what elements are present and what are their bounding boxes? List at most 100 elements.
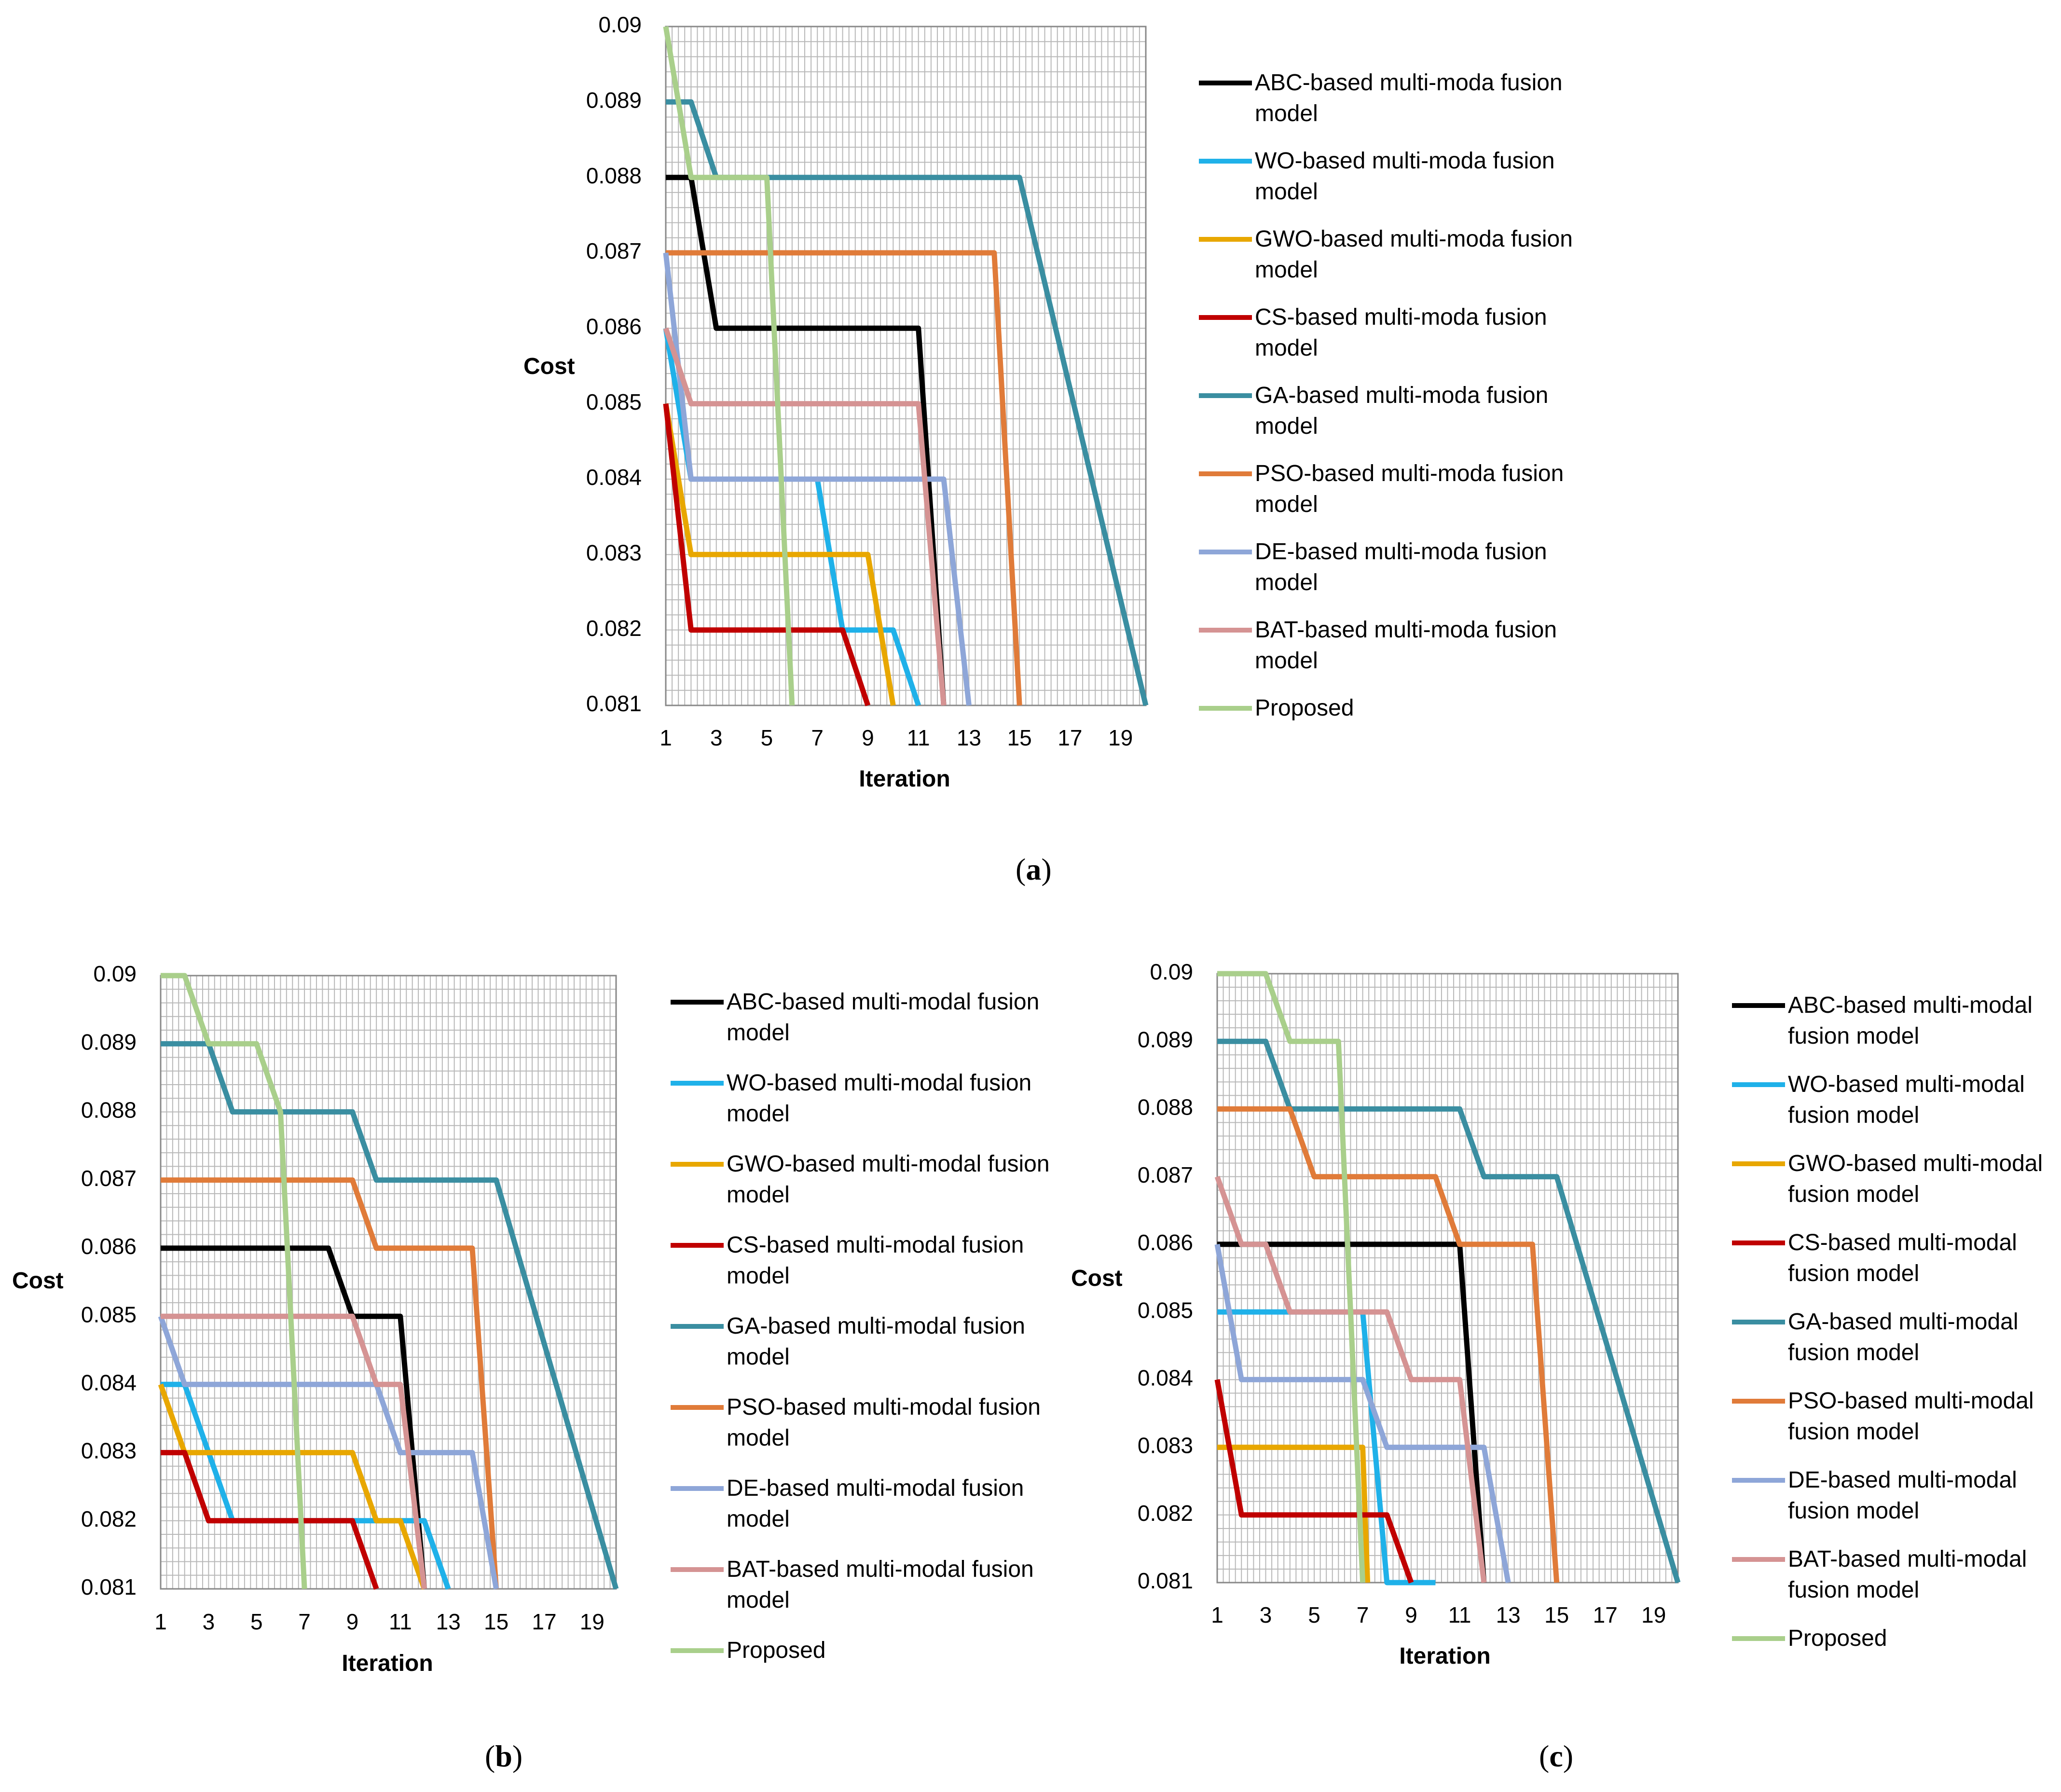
y-tick-label: 0.084 (81, 1370, 137, 1395)
plot-frame (160, 975, 617, 1590)
y-tick-label: 0.082 (586, 616, 642, 641)
legend-item-gwo: GWO-based multi-modal fusion model (671, 1149, 1055, 1211)
legend-label: PSO-based multi-modal fusion model (727, 1394, 1041, 1451)
legend-label: BAT-based multi-moda fusion model (1255, 617, 1557, 674)
chart-a-x-ticks: 1 3 5 7 9 11 13 15 17 19 (660, 725, 1133, 750)
legend-swatch (671, 1648, 724, 1653)
y-tick-label: 0.081 (1138, 1568, 1193, 1593)
legend-swatch (671, 1486, 724, 1491)
legend-label: GWO-based multi-modal fusion model (727, 1151, 1050, 1208)
x-tick-label: 1 (660, 725, 672, 750)
legend-label: WO-based multi-modal fusion model (727, 1070, 1032, 1127)
legend-item-cs: CS-based multi-modal fusion model (671, 1230, 1055, 1292)
x-tick-label: 1 (154, 1609, 167, 1634)
x-tick-label: 7 (1357, 1602, 1369, 1627)
chart-a-legend: ABC-based multi-moda fusion model WO-base… (1199, 68, 1575, 733)
chart-b-ylabel: Cost (12, 1268, 64, 1294)
legend-label: DE-based multi-moda fusion model (1255, 539, 1547, 595)
y-tick-label: 0.087 (586, 238, 642, 263)
caption-b: (b) (485, 1738, 522, 1774)
x-tick-label: 13 (957, 725, 981, 750)
legend-swatch (1199, 471, 1252, 476)
y-tick-label: 0.09 (598, 12, 642, 37)
legend-label: Proposed (1255, 695, 1354, 721)
series-line-bat (663, 327, 947, 706)
legend-item-pso: PSO-based multi-modal fusion model (671, 1392, 1055, 1454)
x-tick-label: 7 (811, 725, 824, 750)
caption-b-open: ( (485, 1739, 495, 1773)
legend-swatch (1199, 237, 1252, 242)
legend-label: ABC-based multi-moda fusion model (1255, 70, 1563, 126)
y-tick-label: 0.082 (81, 1506, 137, 1531)
y-tick-label: 0.089 (81, 1029, 137, 1054)
caption-b-close: ) (512, 1739, 523, 1773)
caption-c-open: ( (1539, 1739, 1550, 1773)
series-line-ga (1217, 1038, 1681, 1584)
legend-item-cs: CS-based multi-moda fusion model (1199, 302, 1573, 364)
x-tick-label: 19 (580, 1609, 605, 1634)
chart-a-y-ticks: 0.09 0.089 0.088 0.087 0.086 0.085 0.084 0.083 0… (586, 12, 642, 716)
x-tick-label: 3 (1260, 1602, 1272, 1627)
series-line-proposed (1217, 971, 1366, 1583)
legend-item-bat: BAT-based multi-moda fusion model (1199, 615, 1573, 676)
x-tick-label: 5 (250, 1609, 263, 1634)
legend-item-pso: PSO-based multi-moda fusion model (1199, 458, 1573, 520)
legend-swatch (1732, 1082, 1785, 1087)
x-tick-label: 5 (761, 725, 773, 750)
y-tick-label: 0.083 (81, 1438, 137, 1463)
chart-a-svg: 0.09 0.089 0.088 0.087 0.086 0.085 0.084 0.083 0… (523, 12, 1149, 792)
legend-label: GA-based multi-moda fusion model (1255, 383, 1549, 439)
chart-b-x-ticks: 1 3 5 7 9 11 13 15 17 19 (154, 1609, 605, 1634)
y-tick-label: 0.084 (586, 465, 642, 490)
x-tick-label: 1 (1211, 1602, 1223, 1627)
chart-a-ylabel: Cost (523, 354, 575, 379)
legend-item-bat: BAT-based multi-modal fusion model (671, 1554, 1055, 1616)
chart-b-series (158, 973, 619, 1590)
legend-swatch (671, 1567, 724, 1572)
x-tick-label: 11 (1448, 1602, 1471, 1627)
y-tick-label: 0.083 (1138, 1433, 1193, 1458)
legend-swatch (1199, 315, 1252, 320)
legend-item-proposed: Proposed (1732, 1623, 2058, 1654)
x-tick-label: 19 (1641, 1602, 1666, 1627)
legend-label: WO-based multi-moda fusion model (1255, 148, 1555, 205)
legend-swatch (1199, 550, 1252, 554)
y-tick-label: 0.085 (586, 389, 642, 414)
x-tick-label: 13 (436, 1609, 461, 1634)
legend-swatch (1732, 1320, 1785, 1324)
legend-swatch (671, 1405, 724, 1410)
caption-a-letter: a (1026, 852, 1042, 886)
legend-swatch (1732, 1241, 1785, 1245)
x-tick-label: 9 (1405, 1602, 1417, 1627)
legend-swatch (1199, 81, 1252, 85)
x-tick-label: 5 (1308, 1602, 1320, 1627)
y-tick-label: 0.085 (1138, 1297, 1193, 1323)
legend-item-ga: GA-based multi-moda fusion model (1199, 380, 1573, 442)
x-tick-label: 9 (862, 725, 874, 750)
y-tick-label: 0.086 (81, 1234, 137, 1259)
legend-label: CS-based multi-modal fusion model (1788, 1230, 2017, 1286)
legend-item-wo: WO-based multi-moda fusion model (1199, 146, 1573, 207)
legend-label: BAT-based multi-modal fusion model (727, 1557, 1034, 1613)
series-line-de (1214, 1243, 1511, 1583)
series-line-gwo (158, 1383, 427, 1590)
legend-label: GA-based multi-modal fusion model (727, 1313, 1025, 1370)
legend-swatch (1199, 706, 1252, 711)
chart-c-xlabel: Iteration (1399, 1643, 1490, 1669)
x-tick-label: 17 (1058, 725, 1082, 750)
legend-item-de: DE-based multi-modal fusion model (671, 1473, 1055, 1535)
legend-label: GWO-based multi-modal fusion model (1788, 1151, 2043, 1207)
caption-c: (c) (1539, 1738, 1573, 1774)
legend-label: Proposed (727, 1638, 826, 1663)
series-line-pso (666, 250, 1022, 706)
chart-c-y-ticks: 0.09 0.089 0.088 0.087 0.086 0.085 0.084 0.083 0… (1138, 959, 1193, 1593)
legend-swatch (1199, 393, 1252, 398)
legend-item-ga: GA-based multi-modal fusion model (671, 1311, 1055, 1373)
plot-frame (665, 26, 1147, 706)
x-tick-label: 3 (203, 1609, 215, 1634)
y-tick-label: 0.084 (1138, 1365, 1193, 1390)
legend-item-wo: WO-based multi-modal fusion model (1732, 1069, 2058, 1131)
legend-item-abc: ABC-based multi-modal fusion model (1732, 990, 2058, 1052)
legend-item-abc: ABC-based multi-modal fusion model (671, 987, 1055, 1048)
